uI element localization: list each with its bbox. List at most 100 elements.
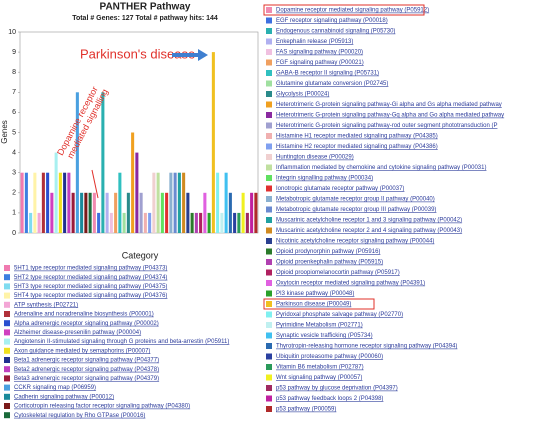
bar (101, 92, 105, 233)
legend-label: Pyridoxal phosphate salvage pathway (P02… (276, 312, 403, 318)
legend-label: Enkephalin release (P05913) (276, 39, 353, 45)
legend-label: 5HT4 type receptor mediated signaling pa… (14, 293, 167, 299)
legend-label: CCKR signaling map (P06959) (14, 385, 96, 391)
legend-swatch (266, 59, 272, 66)
legend-label: FGF signaling pathway (P00021) (276, 60, 364, 66)
legend-swatch (266, 7, 272, 13)
legend-swatch (266, 238, 272, 244)
y-tick-label: 9 (12, 49, 16, 56)
bar (75, 92, 79, 233)
bar (237, 212, 241, 233)
bar (148, 212, 152, 233)
legend-label: Beta3 adrenergic receptor signaling path… (14, 376, 159, 382)
legend-label: Opioid proenkephalin pathway (P05915) (276, 260, 383, 266)
legend-swatch (266, 301, 272, 307)
legend-label: Huntington disease (P00029) (276, 155, 354, 161)
legend-swatch (266, 80, 272, 87)
bar (63, 172, 67, 233)
bar (199, 212, 203, 233)
y-tick-label: 0 (12, 230, 16, 237)
legend-label: ATP synthesis (P02721) (14, 302, 78, 308)
legend-swatch (4, 384, 10, 391)
bar (50, 192, 54, 233)
legend-swatch (4, 403, 10, 409)
legend-swatch (4, 265, 10, 271)
legend-swatch (266, 185, 272, 192)
bar (228, 192, 232, 233)
legend-label: Muscarinic acetylcholine receptor 1 and … (276, 218, 462, 224)
legend-swatch (266, 311, 272, 318)
legend-label: Dopamine receptor mediated signaling pat… (276, 8, 429, 14)
legend-swatch (266, 269, 272, 276)
bar (160, 192, 164, 233)
annotation-arrow (91, 169, 99, 199)
legend-swatch (266, 206, 272, 213)
y-axis-label: Genes (0, 120, 9, 144)
y-tick-label: 10 (8, 29, 16, 36)
legend-label: Glutamine glutamate conversion (P02745) (276, 81, 388, 87)
bar (37, 212, 41, 233)
bar (165, 192, 169, 233)
legend-label: Beta2 adrenergic receptor signaling path… (14, 367, 159, 373)
legend-swatch (266, 112, 272, 118)
bar (135, 152, 139, 233)
legend-label: Adrenaline and noradrenaline biosynthesi… (14, 312, 154, 318)
legend-swatch (266, 28, 272, 34)
bar (245, 212, 249, 233)
legend-label: p53 pathway by glucose deprivation (P043… (276, 386, 398, 392)
bar (20, 172, 24, 233)
legend-label: Heterotrimeric G-protein signaling pathw… (276, 113, 504, 119)
legend-swatch (266, 175, 272, 181)
bar (41, 172, 45, 233)
bar (46, 172, 50, 233)
legend-swatch (266, 143, 272, 150)
x-axis-label: Category (122, 250, 159, 260)
y-tick-label: 7 (12, 89, 16, 96)
legend-swatch (266, 322, 272, 328)
legend-swatch (266, 196, 272, 202)
y-tick-label: 6 (12, 109, 16, 116)
y-tick-label: 8 (12, 69, 16, 76)
bar (224, 172, 228, 233)
legend-label: Inflammation mediated by chemokine and c… (276, 165, 486, 171)
legend-swatch (266, 395, 272, 402)
legend-label: Angiotensin II-stimulated signaling thro… (14, 339, 229, 345)
legend-swatch (4, 329, 10, 336)
y-tick-label: 2 (12, 190, 16, 197)
bar (131, 132, 135, 233)
legend-label: Parkinson disease (P00049) (276, 302, 351, 308)
legend-swatch (4, 292, 10, 299)
bar (203, 192, 207, 233)
legend-swatch (266, 248, 272, 255)
legend-swatch (4, 301, 10, 308)
bar (241, 192, 245, 233)
legend-label: Pyrimidine Metabolism (P02771) (276, 323, 363, 329)
legend-label: PI3 kinase pathway (P00048) (276, 291, 354, 297)
legend-label: EGF receptor signaling pathway (P00018) (276, 18, 388, 24)
legend-swatch (4, 357, 10, 363)
legend-label: Ubiquitin proteasome pathway (P00060) (276, 354, 383, 360)
legend-swatch (266, 17, 272, 24)
annotation: Parkinson's disease (80, 46, 195, 61)
bar (207, 212, 211, 233)
legend-label: Thyrotropin-releasing hormone receptor s… (276, 344, 457, 350)
legend-label: Metabotropic glutamate receptor group II… (276, 197, 435, 203)
bar (33, 172, 37, 233)
legend-label: Histamine H2 receptor mediated signaling… (276, 144, 438, 150)
bar (58, 172, 62, 233)
legend-swatch (4, 274, 10, 281)
arrow (172, 49, 208, 61)
bar (109, 212, 113, 233)
bar (84, 192, 88, 233)
bar (182, 172, 186, 233)
y-tick-label: 1 (12, 210, 16, 217)
bar (118, 172, 122, 233)
highlight-box (263, 4, 425, 16)
legend-swatch (266, 101, 272, 108)
legend-label: Metabotropic glutamate receptor group II… (276, 207, 436, 213)
legend-label: 5HT1 type receptor mediated signaling pa… (14, 266, 167, 272)
legend-swatch (266, 227, 272, 234)
legend-label: Beta1 adrenergic receptor signaling path… (14, 358, 159, 364)
legend-label: Muscarinic acetylcholine receptor 2 and … (276, 228, 462, 234)
